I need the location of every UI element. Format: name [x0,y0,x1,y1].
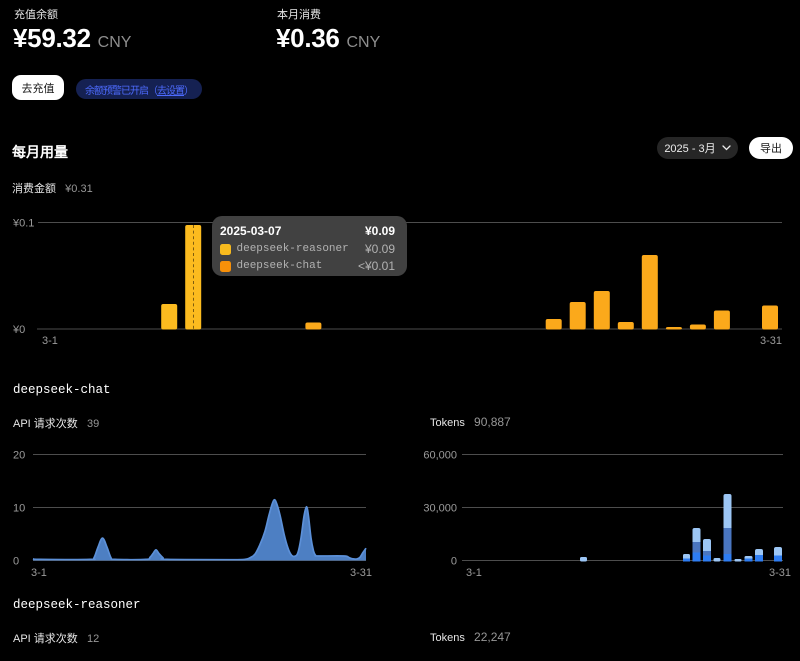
svg-text:0: 0 [13,556,19,568]
svg-text:3-1: 3-1 [466,567,482,579]
svg-text:3-31: 3-31 [350,567,372,579]
svg-text:3-1: 3-1 [42,335,58,347]
svg-text:10: 10 [13,503,25,515]
svg-text:3-1: 3-1 [31,567,47,579]
svg-text:3-31: 3-31 [760,335,782,347]
svg-text:¥0.1: ¥0.1 [12,218,34,230]
svg-text:0: 0 [451,556,457,568]
svg-text:3-31: 3-31 [769,567,791,579]
svg-text:20: 20 [13,450,25,462]
svg-text:¥0: ¥0 [12,324,25,336]
svg-text:30,000: 30,000 [423,503,457,515]
svg-text:60,000: 60,000 [423,450,457,462]
